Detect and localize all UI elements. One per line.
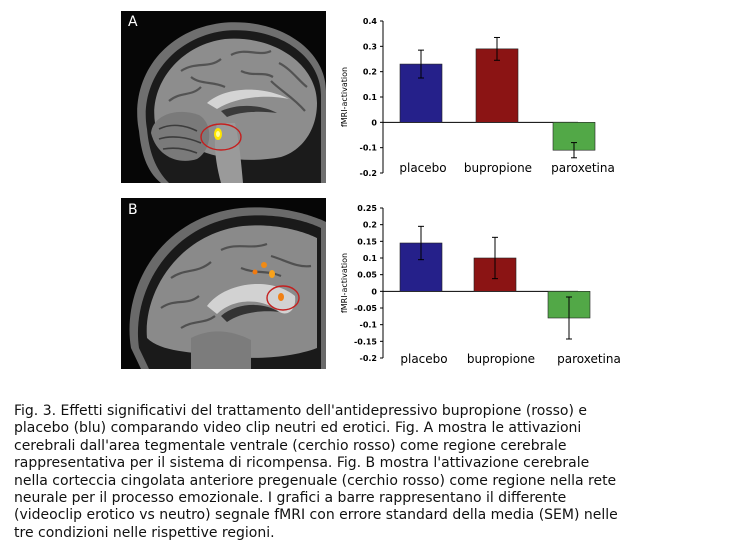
panel-letter-b: B xyxy=(128,202,138,218)
category-label: paroxetina xyxy=(557,352,621,366)
caption-line: cerebrali dall'area tegmentale ventrale … xyxy=(14,437,567,454)
brain-scan-a: A xyxy=(121,11,326,183)
y-tick-label: -0.1 xyxy=(360,144,378,153)
brain-scan-b-graphic xyxy=(121,198,326,369)
caption-line: (videoclip erotico vs neutro) segnale fM… xyxy=(14,507,618,524)
bar-chart-b-svg: 0.25 0.2 0.15 0.1 0.05 0 -0.05 -0.1 -0.15 -0.2 fMR… xyxy=(340,204,621,366)
category-label: bupropione xyxy=(464,161,532,175)
brain-scan-b: B xyxy=(121,198,326,369)
panel-letter-a: A xyxy=(128,14,138,30)
y-tick-label: 0.3 xyxy=(363,42,377,51)
y-tick-label: 0.05 xyxy=(357,271,377,280)
y-tick-label: -0.15 xyxy=(354,337,377,346)
y-tick-label: 0.2 xyxy=(363,221,377,230)
caption-line: tre condizioni nelle rispettive regioni. xyxy=(14,524,275,541)
caption-line: Fig. 3. Effetti significativi del tratta… xyxy=(14,403,588,419)
y-tick-label: -0.2 xyxy=(360,354,378,363)
category-label: bupropione xyxy=(467,352,535,366)
category-label: placebo xyxy=(400,352,447,366)
caption-line: placebo (blu) comparando video clip neut… xyxy=(14,420,582,437)
bar-chart-b: 0.25 0.2 0.15 0.1 0.05 0 -0.05 -0.1 -0.15 -0.2 fMR… xyxy=(338,198,638,370)
bar-chart-a-svg: 0.4 0.3 0.2 0.1 0 -0.1 -0.2 fMRI-activation plac… xyxy=(340,17,615,178)
brain-scan-a-graphic xyxy=(121,11,326,183)
y-tick-label: 0 xyxy=(371,287,377,296)
bar-chart-a: 0.4 0.3 0.2 0.1 0 -0.1 -0.2 fMRI-activation plac… xyxy=(338,10,638,185)
y-axis-label: fMRI-activation xyxy=(340,67,349,127)
y-tick-label: 0.2 xyxy=(363,68,377,77)
y-tick-label: 0.25 xyxy=(357,204,377,213)
category-label: placebo xyxy=(399,161,446,175)
y-tick-label: 0.4 xyxy=(363,17,378,26)
y-tick-label: -0.2 xyxy=(360,169,378,178)
y-tick-label: 0.15 xyxy=(357,237,377,246)
y-tick-label: 0.1 xyxy=(363,254,378,263)
caption-line: nella corteccia cingolata anteriore preg… xyxy=(14,472,617,489)
category-label: paroxetina xyxy=(551,161,615,175)
caption-line: neurale per il processo emozionale. I gr… xyxy=(14,490,567,507)
y-axis-label: fMRI-activation xyxy=(340,253,349,313)
y-tick-label: 0 xyxy=(371,118,377,127)
y-tick-label: -0.1 xyxy=(360,321,378,330)
caption-line: rappresentativa per il sistema di ricomp… xyxy=(14,455,590,472)
figure-caption: Fig. 3. Effetti significativi del tratta… xyxy=(14,403,730,542)
y-tick-label: -0.05 xyxy=(354,304,377,313)
y-tick-label: 0.1 xyxy=(363,93,378,102)
